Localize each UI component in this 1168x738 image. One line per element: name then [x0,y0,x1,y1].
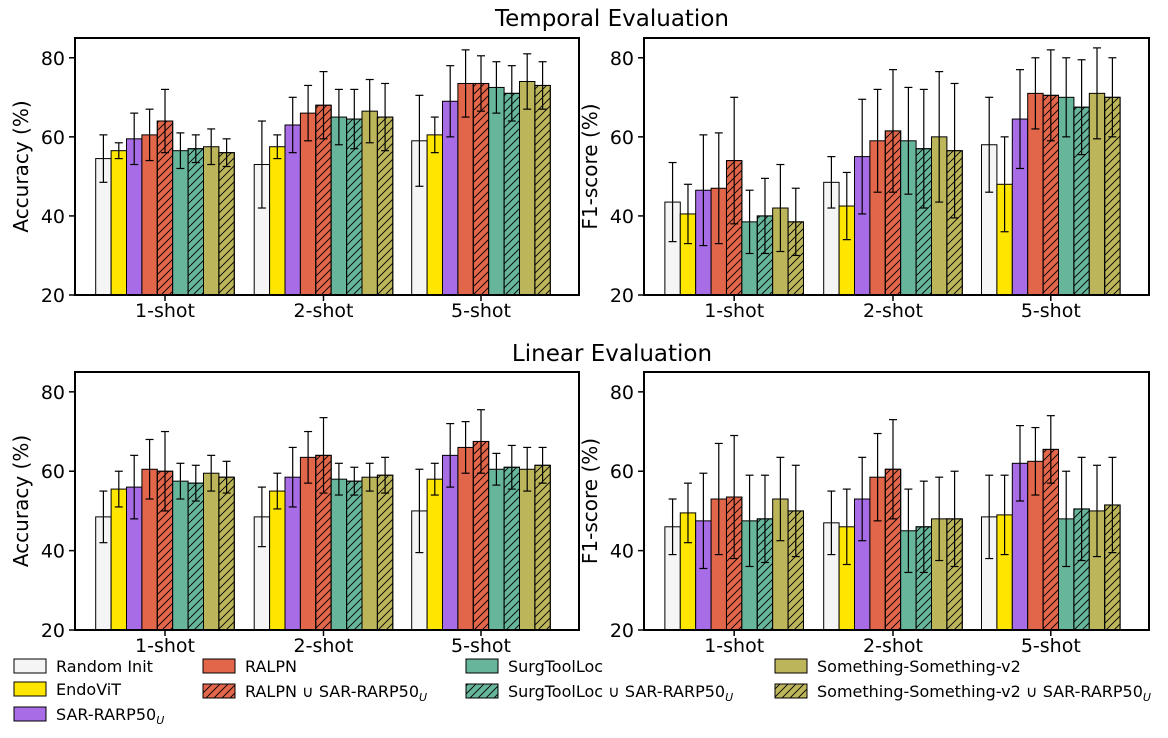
ytick-label-1-1: 40 [610,206,634,228]
legend-item-ralpn-union: RALPN ∪ SAR-RARP50U [202,682,427,704]
bar-p2-s7-c2 [519,468,536,631]
ytick-label-2-3: 80 [41,382,65,404]
bar-p0-s1-c2 [426,134,444,296]
xtick-label-0-0: 1-shot [135,300,195,322]
legend-item-random-init: Random Init [13,657,153,676]
bar-hatch-p0-s4-c2 [472,82,490,296]
bar-hatch-p2-s8-c0 [218,476,235,631]
legend-label-surgtoolloc-union: SurgToolLoc ∪ SAR-RARP50U [508,682,733,704]
plot-frame-2 [74,371,580,631]
legend-item-ralpn: RALPN [202,657,297,676]
legend-item-ssv2-union: Something-Something-v2 ∪ SAR-RARP50U [774,682,1151,704]
bar-p2-s7-c1 [361,476,378,631]
ylabel-2: Accuracy (%) [9,435,33,567]
bar-hatch-p0-s8-c2 [534,84,551,296]
bar-hatch-p0-s6-c2 [503,92,521,296]
legend-hatch-ssv2-union [774,683,808,699]
bar-p2-s5-c2 [488,468,505,631]
legend-hatch-surgtoolloc-union [465,683,499,699]
legend: Random Init EndoViT SAR-RARP50U RALPN RA… [13,657,1151,727]
bar-p0-s7-c0 [203,146,220,296]
bar-p0-s1-c0 [110,150,127,296]
legend-swatch-sar-rarp50 [13,706,47,722]
xtick-label-0-2: 5-shot [451,300,511,322]
legend-label-ssv2-union: Something-Something-v2 ∪ SAR-RARP50U [817,682,1151,704]
legend-item-endovit: EndoViT [13,680,121,699]
xtick-label-3-1: 2-shot [863,635,923,657]
xtick-label-2-1: 2-shot [294,635,354,657]
ytick-label-2-0: 20 [41,620,65,642]
ytick-label-0-3: 80 [41,48,65,70]
temporal-accuracy-panel: 20 40 60 80 1-shot 2-shot 5-shot Accuracy (%) [9,37,580,322]
xtick-label-2-0: 1-shot [135,635,195,657]
temporal-f1-panel: 20 40 60 80 1-shot 2-shot 5-shot F1-score (%) [578,37,1150,322]
plot-frame-1 [643,37,1150,296]
xtick-label-3-0: 1-shot [704,635,764,657]
legend-label-random-init: Random Init [56,657,153,676]
legend-swatch-endovit [13,681,47,697]
legend-label-ralpn-union: RALPN ∪ SAR-RARP50U [245,682,427,704]
bar-hatch-p0-s8-c0 [218,152,235,296]
linear-accuracy-panel: 20 40 60 80 1-shot 2-shot 5-shot Accuracy (%) [9,371,580,657]
bar-hatch-p2-s8-c1 [376,474,394,631]
ytick-label-2-2: 60 [41,461,65,483]
legend-label-surgtoolloc: SurgToolLoc [508,657,603,676]
bar-p2-s5-c0 [172,480,189,631]
plot-frame-3 [643,371,1150,631]
legend-label-sar-rarp50: SAR-RARP50U [56,705,164,727]
ytick-label-3-3: 80 [610,382,634,404]
bar-p0-s5-c0 [172,150,189,296]
legend-item-surgtoolloc-union: SurgToolLoc ∪ SAR-RARP50U [465,682,733,704]
legend-swatch-ralpn [202,658,236,674]
legend-label-endovit: EndoViT [56,680,121,699]
bar-hatch-p2-s6-c2 [503,466,521,631]
bar-p2-s5-c1 [330,478,348,631]
ylabel-1: F1-score (%) [578,103,602,229]
legend-label-ssv2: Something-Something-v2 [817,657,1021,676]
legend-hatch-ralpn-union [202,683,236,699]
bar-p0-s7-c2 [519,80,536,296]
bar-p0-s1-c1 [269,146,286,296]
bar-p2-s1-c0 [110,488,127,631]
legend-swatch-ssv2 [774,658,808,674]
xtick-label-3-2: 5-shot [1021,635,1081,657]
section-title-linear: Linear Evaluation [512,341,712,367]
legend-item-surgtoolloc: SurgToolLoc [465,657,603,676]
ylabel-0: Accuracy (%) [9,100,33,232]
bar-p2-s1-c1 [269,490,286,631]
legend-swatch-random-init [13,658,47,674]
legend-swatch-surgtoolloc [465,658,499,674]
ytick-label-3-0: 20 [610,620,634,642]
ytick-label-0-0: 20 [41,285,65,307]
ytick-label-1-0: 20 [610,285,634,307]
bar-p2-s7-c0 [203,472,220,631]
bar-p2-s1-c2 [426,478,444,631]
legend-item-sar-rarp50: SAR-RARP50U [13,705,164,727]
bar-hatch-p2-s6-c0 [187,482,205,631]
ytick-label-3-1: 40 [610,541,634,563]
xtick-label-1-2: 5-shot [1021,300,1081,322]
section-title-temporal: Temporal Evaluation [494,6,729,32]
ylabel-3: F1-score (%) [578,438,602,564]
ytick-label-1-3: 80 [610,48,634,70]
bar-hatch-p2-s6-c1 [346,480,363,631]
legend-item-ssv2: Something-Something-v2 [774,657,1021,676]
ytick-label-0-1: 40 [41,206,65,228]
legend-label-ralpn: RALPN [245,657,297,676]
ytick-label-2-1: 40 [41,541,65,563]
ytick-label-1-2: 60 [610,127,634,149]
bar-p0-s5-c2 [488,86,505,296]
ytick-label-0-2: 60 [41,127,65,149]
plot-frame-0 [74,37,580,296]
bar-hatch-p0-s6-c0 [187,148,205,296]
bar-hatch-p2-s8-c2 [534,464,551,631]
xtick-label-1-1: 2-shot [863,300,923,322]
ytick-label-3-2: 60 [610,461,634,483]
linear-f1-panel: 20 40 60 80 1-shot 2-shot 5-shot F1-score (%) [578,371,1150,657]
xtick-label-2-2: 5-shot [451,635,511,657]
xtick-label-1-0: 1-shot [704,300,764,322]
bar-p2-s3-c2 [457,446,474,631]
xtick-label-0-1: 2-shot [294,300,354,322]
